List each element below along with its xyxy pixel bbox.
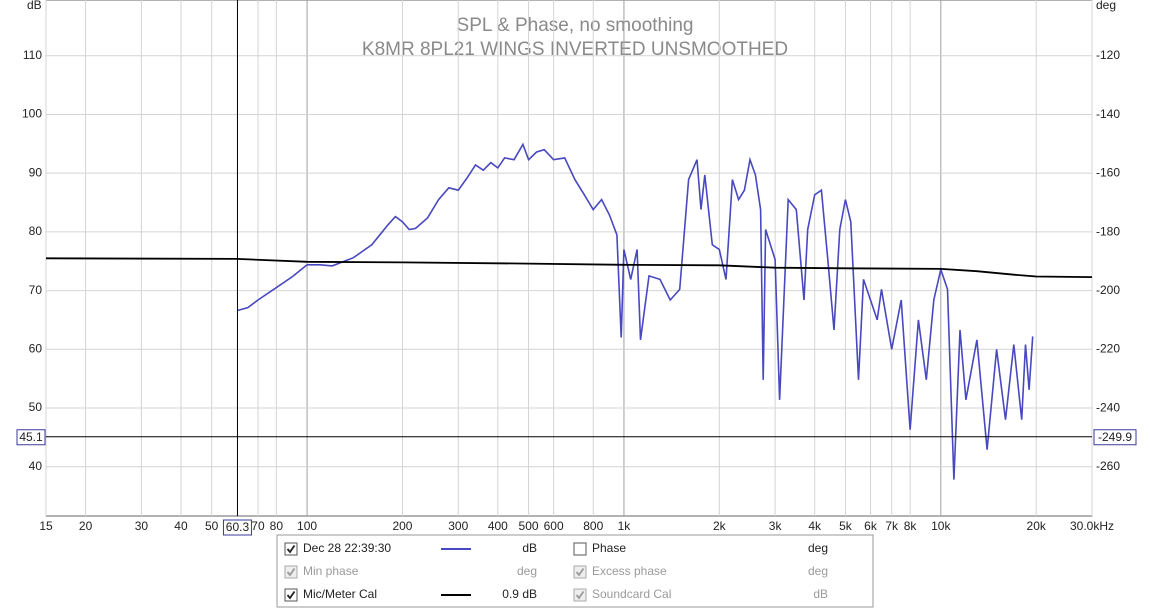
y-tick-label: 110: [23, 48, 42, 62]
checkbox[interactable]: [573, 542, 587, 556]
x-tick-label: 8k: [904, 519, 918, 533]
y2-tick-label: -120: [1096, 48, 1120, 62]
cursor-y2-label: -249.9: [1098, 430, 1132, 444]
x-tick-label: 40: [174, 519, 188, 533]
checkmark: [575, 567, 585, 577]
x-tick-label: 10k: [931, 519, 951, 533]
x-tick-label: 3k: [769, 519, 783, 533]
checkmark: [286, 544, 296, 554]
x-tick-label: 30: [135, 519, 149, 533]
chart-title: SPL & Phase, no smoothing: [457, 15, 694, 36]
x-tick-label: 800: [583, 519, 603, 533]
checkmark: [575, 590, 585, 600]
legend-name: Soundcard Cal: [592, 587, 671, 601]
legend-name: Min phase: [303, 564, 359, 578]
cursor-y-label: 45.1: [19, 430, 43, 444]
legend-unit: 0.9 dB: [502, 587, 537, 601]
x-tick-label: 1k: [618, 519, 632, 533]
y2-unit: deg: [1096, 0, 1116, 12]
cursor-x-box: [222, 519, 252, 536]
checkmark: [286, 567, 296, 577]
x-tick-label: 6k: [864, 519, 878, 533]
legend-name: Phase: [592, 541, 626, 555]
x-tick-label: 70: [251, 519, 265, 533]
x-tick-label: 300: [448, 519, 468, 533]
chart-subtitle: K8MR 8PL21 WINGS INVERTED UNSMOOTHED: [362, 39, 788, 60]
y2-tick-label: -220: [1096, 342, 1120, 356]
y-tick-label: 100: [22, 107, 42, 121]
series-line: [237, 142, 1034, 480]
x-tick-label: 20k: [1027, 519, 1047, 533]
y2-tick-label: -160: [1096, 166, 1120, 180]
x-tick-label: 400: [488, 519, 508, 533]
x-tick-label: 2k: [713, 519, 727, 533]
cursor-y2-box: [1093, 429, 1137, 446]
y2-tick-label: -200: [1096, 283, 1120, 297]
y-tick-label: 50: [29, 400, 43, 414]
y2-tick-label: -140: [1096, 107, 1120, 121]
cursor-x-label: 60.3: [226, 520, 250, 534]
x-tick-label: 15: [39, 519, 53, 533]
series-line: [45, 257, 1093, 278]
legend-unit: dB: [813, 587, 828, 601]
x-tick-label: 30.0kHz: [1070, 519, 1114, 533]
y-tick-label: 40: [29, 459, 43, 473]
y-tick-label: 60: [29, 341, 43, 355]
x-tick-label: 50: [205, 519, 219, 533]
y-tick-label: 90: [29, 165, 43, 179]
legend-name: Mic/Meter Cal: [303, 587, 377, 601]
x-tick-label: 5k: [839, 519, 853, 533]
y2-tick-label: -260: [1096, 459, 1120, 473]
cursor-y-box: [16, 429, 46, 446]
legend-unit: deg: [517, 564, 537, 578]
x-tick-label: 7k: [885, 519, 899, 533]
x-tick-label: 80: [270, 519, 284, 533]
x-tick-label: 600: [544, 519, 564, 533]
y2-tick-label: -240: [1096, 400, 1120, 414]
x-tick-label: 20: [79, 519, 93, 533]
legend-name: Dec 28 22:39:30: [303, 541, 391, 555]
legend-unit: dB: [522, 541, 537, 555]
x-tick-label: 100: [297, 519, 317, 533]
legend-unit: deg: [808, 541, 828, 555]
legend-unit: deg: [808, 564, 828, 578]
x-tick-label: 4k: [808, 519, 822, 533]
legend-name: Excess phase: [592, 564, 667, 578]
y-unit: dB: [27, 0, 42, 12]
checkmark: [286, 590, 296, 600]
x-tick-label: 500: [519, 519, 539, 533]
x-tick-label: 200: [392, 519, 412, 533]
y2-tick-label: -180: [1096, 224, 1120, 238]
y-tick-label: 70: [29, 283, 43, 297]
y-tick-label: 80: [29, 224, 43, 238]
